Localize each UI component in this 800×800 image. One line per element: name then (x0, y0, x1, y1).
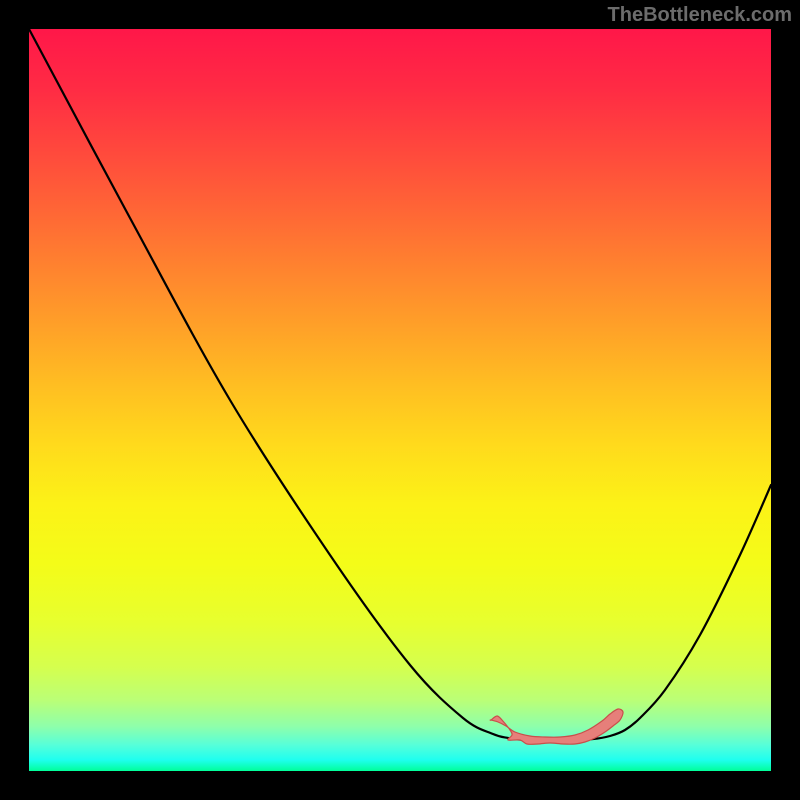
bottleneck-chart (0, 0, 800, 800)
chart-container: TheBottleneck.com (0, 0, 800, 800)
plot-gradient-background (29, 29, 771, 771)
watermark-text: TheBottleneck.com (608, 4, 792, 27)
